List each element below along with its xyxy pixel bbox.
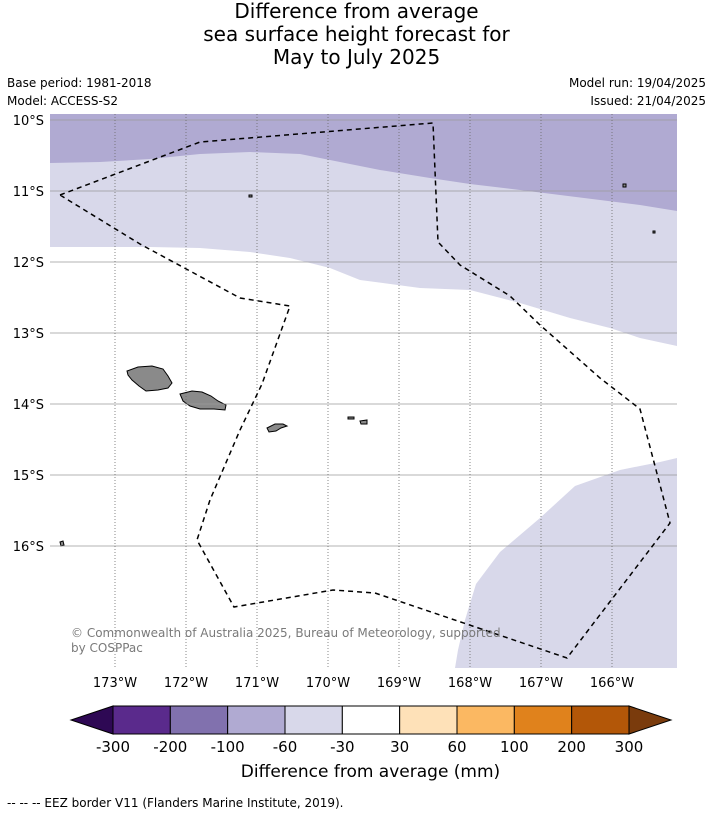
upolu-island xyxy=(179,390,227,411)
longitude-label: 167°W xyxy=(519,676,563,691)
latitude-label: 10°S xyxy=(13,114,44,129)
savaii-island xyxy=(126,365,173,392)
colorbar-bin xyxy=(571,705,630,735)
colorbar-bin xyxy=(341,705,401,735)
tutuila-island xyxy=(266,423,289,433)
colorbar-tick-label: 300 xyxy=(615,738,644,756)
tokelau-island-a xyxy=(622,183,627,188)
colorbar-under-arrow xyxy=(69,705,114,735)
colorbar-bin xyxy=(399,705,458,735)
longitude-label: 170°W xyxy=(306,676,350,691)
model-run: Model run: 19/04/2025 xyxy=(568,76,706,90)
longitude-label: 172°W xyxy=(164,676,208,691)
colorbar-bin xyxy=(169,705,229,735)
colorbar-label: Difference from average (mm) xyxy=(240,762,501,782)
graticule xyxy=(50,114,677,668)
colorbar-tick-label: 60 xyxy=(447,738,466,756)
base-period: Base period: 1981-2018 xyxy=(7,76,152,90)
colorbar-tick-label: 30 xyxy=(390,738,409,756)
colorbar-bin xyxy=(227,705,286,735)
colorbar-tick-label: -30 xyxy=(330,738,355,756)
colorbar-bin xyxy=(456,705,515,735)
colorbar-tick-label: -300 xyxy=(96,738,130,756)
longitude-label: 173°W xyxy=(93,676,137,691)
colorbar-tick-label: 200 xyxy=(557,738,586,756)
colorbar-bin xyxy=(284,705,343,735)
latitude-label: 14°S xyxy=(13,398,44,413)
ofu-island xyxy=(347,416,355,420)
colorbar-tick-label: -200 xyxy=(153,738,187,756)
issued-date: Issued: 21/04/2025 xyxy=(590,94,706,108)
map-title: Difference from average sea surface heig… xyxy=(0,0,713,69)
copyright-notice: © Commonwealth of Australia 2025, Bureau… xyxy=(71,626,501,655)
wallis-island xyxy=(59,540,65,547)
swains-island xyxy=(248,194,253,198)
tokelau-island-b xyxy=(652,230,656,234)
colorbar-over-arrow xyxy=(628,705,673,735)
latitude-label: 13°S xyxy=(13,327,44,342)
colorbar-tick-label: -100 xyxy=(211,738,245,756)
tau-island xyxy=(359,419,368,425)
model-name: Model: ACCESS-S2 xyxy=(7,94,119,108)
colorbar-bin xyxy=(112,705,171,735)
meta-right: Model run: 19/04/2025 Issued: 21/04/2025 xyxy=(569,74,706,110)
longitude-label: 168°W xyxy=(448,676,492,691)
map-plot-area xyxy=(50,114,677,668)
latitude-labels: 10°S 11°S 12°S 13°S 14°S 15°S 16°S xyxy=(13,114,44,555)
title-line-1: Difference from average xyxy=(234,0,479,23)
latitude-label: 11°S xyxy=(13,185,44,200)
colorbar-tick-label: 100 xyxy=(500,738,529,756)
title-line-3: May to July 2025 xyxy=(272,45,441,69)
anomaly-region-medium-north xyxy=(50,114,677,211)
colorbar: -300 -200 -100 -60 -30 30 60 100 200 300 xyxy=(69,705,673,756)
longitude-labels: 173°W 172°W 171°W 170°W 169°W 168°W 167°W 166°W xyxy=(93,676,634,691)
latitude-label: 12°S xyxy=(13,256,44,271)
anomaly-region-light-southeast xyxy=(455,458,677,668)
colorbar-bin xyxy=(513,705,573,735)
colorbar-tick-label: -60 xyxy=(273,738,298,756)
latitude-label: 16°S xyxy=(13,540,44,555)
title-line-2: sea surface height forecast for xyxy=(203,22,510,46)
latitude-label: 15°S xyxy=(13,469,44,484)
longitude-label: 166°W xyxy=(590,676,634,691)
meta-left: Base period: 1981-2018 Model: ACCESS-S2 xyxy=(7,74,152,110)
eez-border xyxy=(58,122,671,659)
eez-footnote: -- -- -- EEZ border V11 (Flanders Marine… xyxy=(7,796,344,810)
longitude-label: 171°W xyxy=(235,676,279,691)
longitude-label: 169°W xyxy=(377,676,421,691)
